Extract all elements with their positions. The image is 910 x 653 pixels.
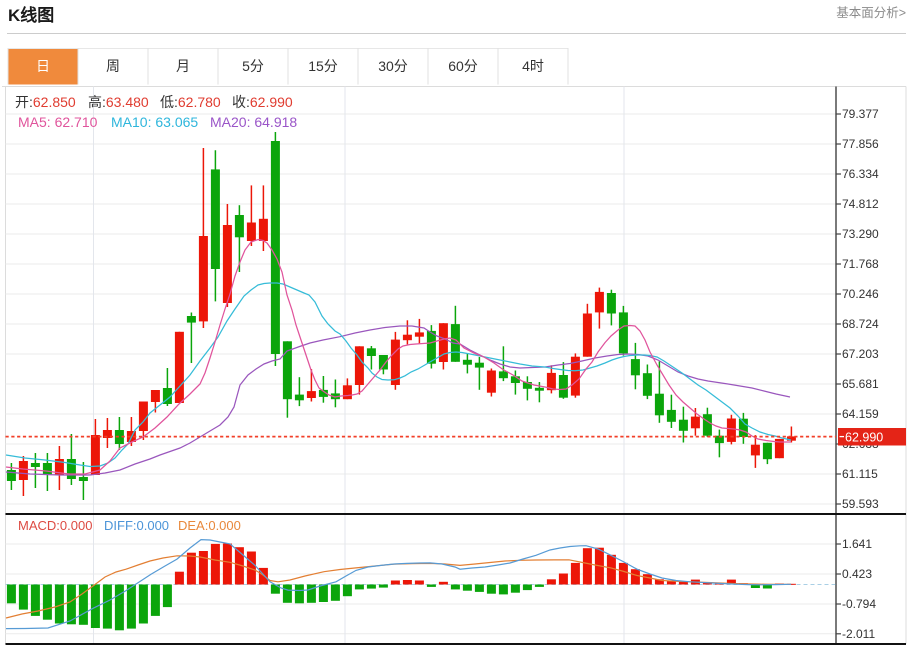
svg-text:日: 日 [36,58,50,74]
svg-text:15分: 15分 [308,58,338,74]
svg-text:4时: 4时 [522,58,544,74]
svg-text:64.159: 64.159 [842,407,879,421]
svg-text:周: 周 [106,58,120,74]
svg-text:61.115: 61.115 [842,467,878,481]
svg-text:79.377: 79.377 [842,107,879,121]
svg-text:1.641: 1.641 [842,537,872,551]
svg-text:62.990: 62.990 [845,430,883,444]
svg-text:73.290: 73.290 [842,227,879,241]
svg-text:67.203: 67.203 [842,347,879,361]
svg-text:0.423: 0.423 [842,567,872,581]
svg-text:71.768: 71.768 [842,257,879,271]
svg-text:76.334: 76.334 [842,167,879,181]
svg-text:77.856: 77.856 [842,137,879,151]
svg-text:月: 月 [176,58,190,74]
svg-text:68.724: 68.724 [842,317,879,331]
svg-text:59.593: 59.593 [842,497,879,511]
svg-text:74.812: 74.812 [842,197,879,211]
svg-text:30分: 30分 [378,58,408,74]
svg-text:5分: 5分 [242,58,264,74]
svg-text:基本面分析>: 基本面分析> [836,6,906,20]
svg-text:-2.011: -2.011 [842,627,875,641]
svg-text:K线图: K线图 [8,5,54,25]
svg-text:65.681: 65.681 [842,377,879,391]
svg-text:70.246: 70.246 [842,287,879,301]
svg-text:60分: 60分 [448,58,478,74]
svg-text:-0.794: -0.794 [842,597,876,611]
